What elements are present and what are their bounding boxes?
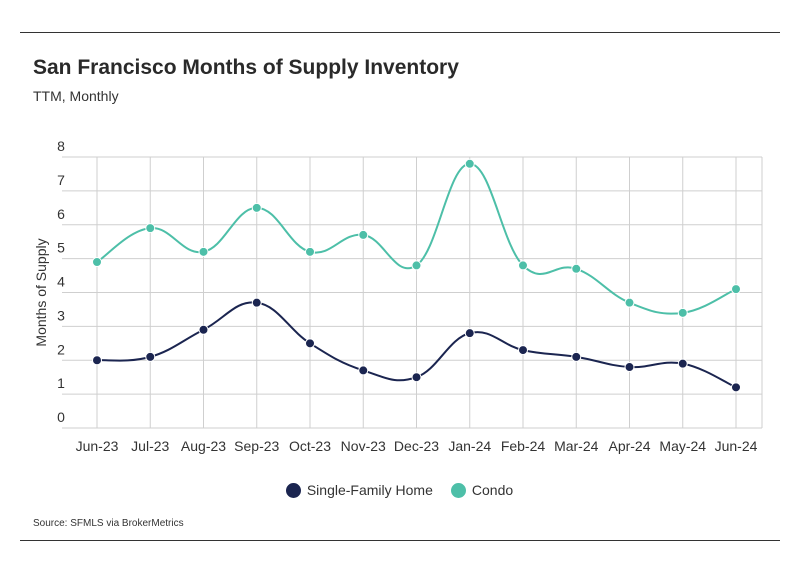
data-point-single-family-home bbox=[251, 297, 262, 308]
y-tick-label: 0 bbox=[57, 409, 65, 425]
x-tick-label: Jun-24 bbox=[715, 438, 758, 454]
data-point-condo bbox=[677, 307, 688, 318]
x-tick-label: Sep-23 bbox=[234, 438, 279, 454]
legend-item-condo: Condo bbox=[450, 482, 514, 498]
legend-label-condo: Condo bbox=[471, 482, 514, 498]
data-point-single-family-home bbox=[145, 351, 156, 362]
x-tick-label: Dec-23 bbox=[394, 438, 439, 454]
data-point-condo bbox=[92, 257, 102, 268]
data-point-single-family-home bbox=[92, 355, 102, 366]
data-point-condo bbox=[731, 284, 741, 295]
data-point-condo bbox=[305, 246, 315, 257]
x-tick-label: Nov-23 bbox=[341, 438, 386, 454]
data-point-condo bbox=[518, 260, 528, 271]
y-tick-label: 6 bbox=[57, 206, 65, 222]
data-point-single-family-home bbox=[731, 382, 741, 393]
data-point-single-family-home bbox=[411, 372, 422, 383]
x-tick-label: Aug-23 bbox=[181, 438, 226, 454]
data-point-condo bbox=[624, 297, 635, 308]
y-tick-label: 8 bbox=[57, 138, 65, 154]
top-rule bbox=[20, 32, 780, 33]
bottom-rule bbox=[20, 540, 780, 541]
legend-swatch-condo bbox=[450, 482, 466, 498]
x-tick-label: Oct-23 bbox=[289, 438, 331, 454]
data-point-single-family-home bbox=[518, 345, 528, 356]
y-tick-label: 3 bbox=[57, 307, 65, 323]
data-point-single-family-home bbox=[358, 365, 369, 376]
source-note: Source: SFMLS via BrokerMetrics bbox=[33, 518, 184, 529]
y-tick-label: 5 bbox=[57, 240, 65, 256]
y-tick-label: 4 bbox=[57, 274, 65, 290]
y-tick-label: 2 bbox=[57, 341, 65, 357]
data-point-condo bbox=[198, 246, 209, 257]
data-point-condo bbox=[251, 202, 262, 213]
y-axis-label: Months of Supply bbox=[33, 238, 49, 346]
x-tick-label: Apr-24 bbox=[608, 438, 650, 454]
data-point-single-family-home bbox=[464, 328, 475, 339]
legend-item-single-family: Single-Family Home bbox=[285, 482, 433, 498]
x-tick-label: Jul-23 bbox=[131, 438, 169, 454]
data-point-single-family-home bbox=[305, 338, 315, 349]
x-tick-label: Jun-23 bbox=[76, 438, 119, 454]
legend: Single-Family Home Condo bbox=[0, 482, 799, 498]
data-point-single-family-home bbox=[624, 362, 635, 373]
data-point-single-family-home bbox=[198, 324, 209, 335]
y-tick-label: 1 bbox=[57, 375, 65, 391]
data-point-condo bbox=[411, 260, 422, 271]
data-point-single-family-home bbox=[571, 351, 582, 362]
legend-swatch-single-family bbox=[285, 482, 301, 498]
x-tick-label: Feb-24 bbox=[501, 438, 546, 454]
y-tick-label: 7 bbox=[57, 172, 65, 188]
data-point-single-family-home bbox=[677, 358, 688, 369]
data-point-condo bbox=[464, 158, 475, 169]
x-tick-label: May-24 bbox=[659, 438, 706, 454]
data-point-condo bbox=[571, 263, 582, 274]
x-tick-label: Mar-24 bbox=[554, 438, 599, 454]
chart-subtitle: TTM, Monthly bbox=[33, 88, 119, 104]
data-point-condo bbox=[145, 223, 156, 234]
data-point-condo bbox=[358, 229, 369, 240]
chart-title: San Francisco Months of Supply Inventory bbox=[33, 56, 459, 79]
x-tick-label: Jan-24 bbox=[448, 438, 491, 454]
legend-label-single-family: Single-Family Home bbox=[306, 482, 433, 498]
